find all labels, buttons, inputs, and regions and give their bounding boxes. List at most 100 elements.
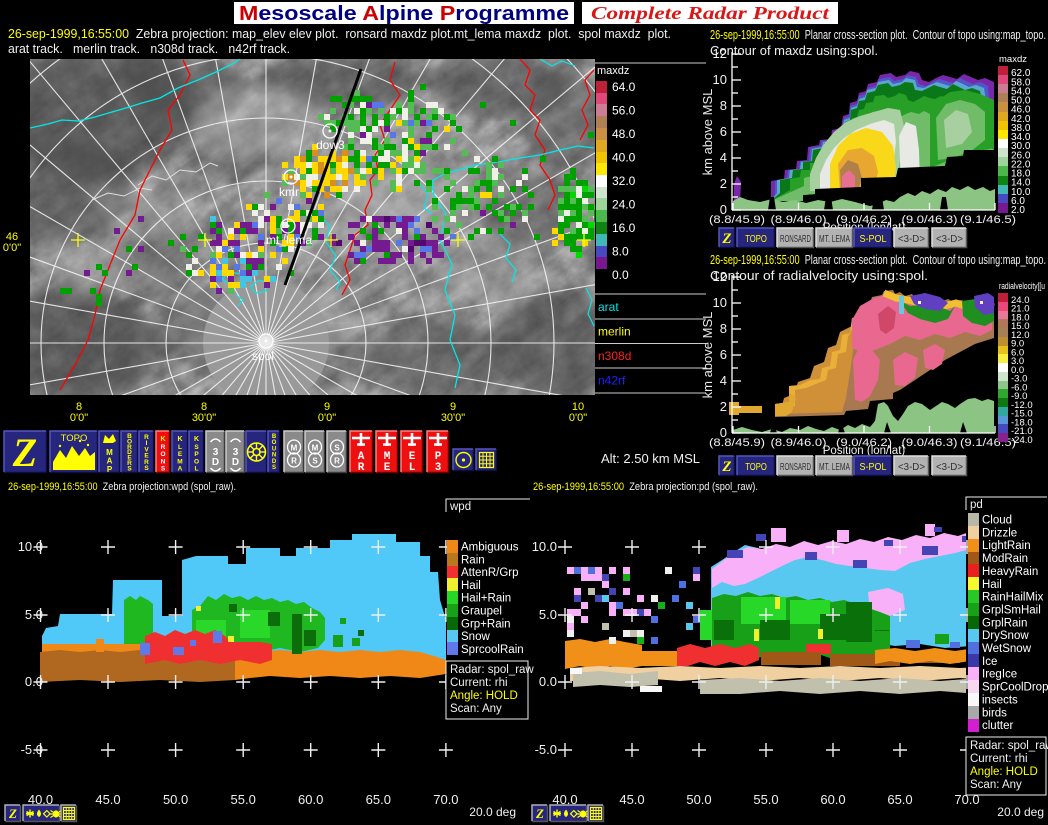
svg-text:B: B (272, 434, 277, 440)
svg-text:R: R (291, 457, 297, 466)
svg-text:55.0: 55.0 (231, 792, 256, 807)
svg-text:34.0: 34.0 (1011, 132, 1031, 143)
svg-text:E: E (384, 462, 391, 474)
svg-text:Z: Z (721, 231, 731, 247)
svg-text:(9.0/46.3): (9.0/46.3) (902, 214, 958, 226)
svg-text:R: R (161, 444, 166, 451)
svg-text:Ambiguous: Ambiguous (461, 542, 519, 554)
svg-text:Rain: Rain (461, 554, 485, 566)
svg-text:E: E (409, 451, 416, 463)
svg-text:0'0": 0'0" (318, 412, 336, 424)
svg-text:M: M (177, 458, 182, 465)
svg-text:12: 12 (713, 46, 727, 61)
svg-text:9: 9 (450, 401, 456, 413)
svg-text:B: B (127, 433, 132, 440)
svg-text:12.0: 12.0 (1011, 330, 1030, 341)
svg-text:spol: spol (252, 349, 274, 363)
svg-text:D: D (232, 457, 239, 468)
svg-text:I: I (146, 440, 148, 447)
svg-text:0.0: 0.0 (1011, 365, 1024, 376)
svg-text:-15.0: -15.0 (1011, 409, 1033, 420)
svg-text:<3-D>: <3-D> (936, 462, 963, 473)
svg-text:-5.0: -5.0 (21, 742, 43, 757)
svg-text:8: 8 (720, 98, 727, 113)
svg-text:26-sep-1999,16:55:00 Zebra pr: 26-sep-1999,16:55:00 Zebra projection:pd… (533, 481, 758, 493)
svg-text:Alt: 2.50 km MSL: Alt: 2.50 km MSL (601, 451, 700, 466)
svg-text:<3-D>: <3-D> (898, 234, 925, 245)
svg-text:Position (lon/lat): Position (lon/lat) (823, 445, 906, 457)
svg-text:Complete Radar Product: Complete Radar Product (591, 3, 830, 23)
svg-text:6.0: 6.0 (1011, 196, 1025, 207)
svg-text:Z: Z (721, 459, 731, 475)
svg-text:-9.0: -9.0 (1011, 391, 1027, 402)
svg-text:WetSnow: WetSnow (982, 643, 1032, 655)
svg-text:3.0: 3.0 (1011, 356, 1024, 367)
svg-text:D: D (127, 449, 132, 456)
svg-text:Z: Z (8, 806, 17, 821)
svg-text:S: S (144, 465, 149, 472)
svg-text:km above MSL: km above MSL (700, 89, 715, 176)
svg-text:(8.9/46.0): (8.9/46.0) (771, 214, 827, 226)
svg-text:TOPO: TOPO (745, 462, 767, 473)
svg-text:GrplRain: GrplRain (982, 617, 1027, 629)
svg-text:26-sep-1999,16:55:00 Planar c: 26-sep-1999,16:55:00 Planar cross-sectio… (710, 28, 1046, 42)
svg-text:n42rf: n42rf (598, 374, 626, 388)
svg-text:45.0: 45.0 (95, 792, 120, 807)
svg-text:26-sep-1999,16:55:00 Planar c: 26-sep-1999,16:55:00 Planar cross-sectio… (710, 253, 1046, 267)
svg-text:L: L (409, 462, 416, 474)
svg-text:30'0": 30'0" (192, 412, 216, 424)
svg-text:Contour of maxdz using:spol.: Contour of maxdz using:spol. (710, 44, 878, 58)
svg-text:O: O (160, 451, 165, 458)
svg-text:45.0: 45.0 (619, 792, 644, 807)
svg-text:R: R (144, 434, 149, 441)
svg-text:clutter: clutter (982, 720, 1013, 732)
svg-text:8: 8 (76, 401, 82, 413)
svg-text:RONSARD: RONSARD (780, 462, 811, 473)
svg-text:(9.1/46.5): (9.1/46.5) (960, 214, 1016, 226)
svg-text:dow3: dow3 (316, 138, 345, 152)
svg-text:V: V (144, 446, 149, 453)
svg-text:10: 10 (713, 295, 727, 310)
svg-text:4: 4 (720, 373, 727, 388)
svg-text:18.0: 18.0 (1011, 169, 1031, 180)
svg-text:Scan: Any: Scan: Any (450, 703, 502, 715)
svg-text:-21.0: -21.0 (1011, 426, 1033, 437)
svg-text:wpd: wpd (449, 501, 471, 513)
svg-text:(8.8/45.9): (8.8/45.9) (709, 437, 765, 449)
svg-text:10: 10 (713, 72, 727, 87)
svg-text:70.0: 70.0 (954, 792, 979, 807)
svg-text:40.0: 40.0 (28, 792, 53, 807)
svg-text:R: R (144, 459, 149, 466)
svg-text:km above MSL: km above MSL (700, 312, 715, 399)
svg-text:21.0: 21.0 (1011, 304, 1030, 315)
svg-text:-24.0: -24.0 (1011, 435, 1033, 446)
svg-text:3: 3 (435, 462, 442, 474)
svg-text:20.0 deg: 20.0 deg (997, 805, 1044, 819)
svg-text:50.0: 50.0 (163, 792, 188, 807)
svg-text:<3-D>: <3-D> (898, 462, 925, 473)
svg-text:E: E (178, 451, 183, 458)
svg-text:65.0: 65.0 (887, 792, 912, 807)
svg-text:10.0: 10.0 (532, 539, 557, 554)
svg-text:24.0: 24.0 (1011, 295, 1030, 306)
svg-text:Current: rhi: Current: rhi (970, 753, 1028, 765)
svg-text:S: S (272, 465, 276, 471)
svg-text:TOPO: TOPO (61, 433, 88, 444)
svg-text:20.0 deg: 20.0 deg (469, 805, 516, 819)
svg-text:SprCoolDrop: SprCoolDrop (982, 682, 1048, 694)
svg-text:64.0: 64.0 (612, 80, 636, 94)
svg-text:RainHailMix: RainHailMix (982, 592, 1044, 604)
svg-text:-3.0: -3.0 (1011, 374, 1027, 385)
svg-text:14.0: 14.0 (1011, 178, 1031, 189)
svg-text:n308d: n308d (598, 349, 631, 363)
svg-text:42.0: 42.0 (1011, 114, 1031, 125)
svg-text:-5.0: -5.0 (535, 742, 557, 757)
svg-text:6: 6 (720, 347, 727, 362)
svg-text:merlin: merlin (598, 325, 631, 339)
svg-text:46.0: 46.0 (1011, 105, 1031, 116)
svg-text:Drizzle: Drizzle (982, 527, 1017, 539)
svg-text:24.0: 24.0 (612, 198, 636, 212)
svg-text:10: 10 (572, 401, 584, 413)
svg-text:M: M (312, 444, 319, 453)
